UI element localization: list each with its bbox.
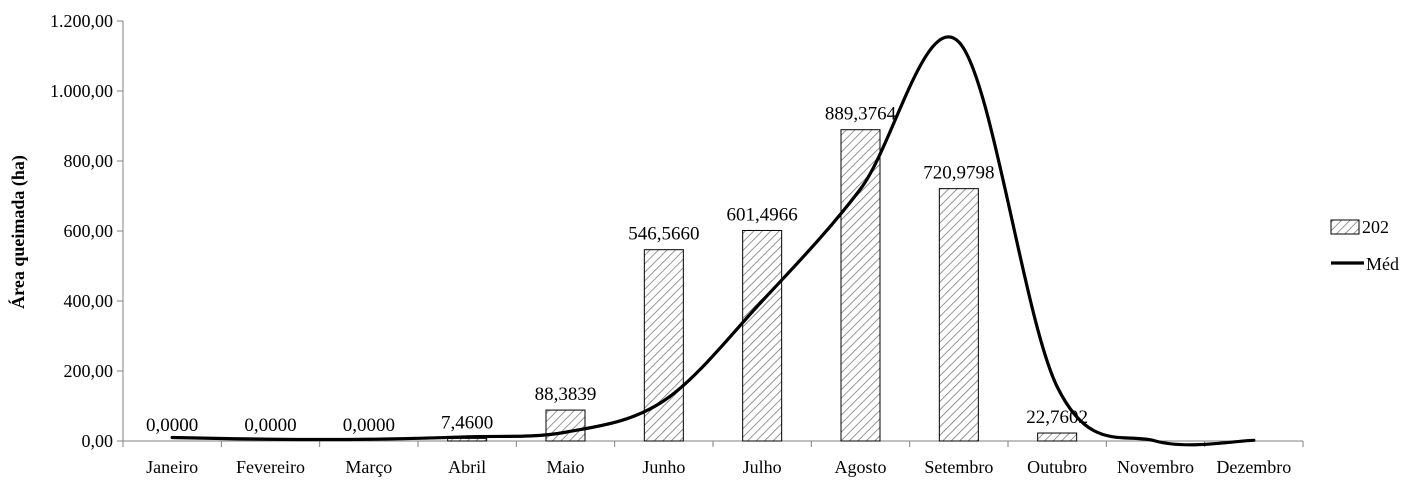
legend-line-label: Méd — [1366, 254, 1399, 274]
bar-data-label: 0,0000 — [244, 415, 296, 436]
bar-data-label: 889,3764 — [825, 104, 897, 125]
data-labels: 0,0000 0,0000 0,0000 7,4600 88,3839 546,5660 6… — [146, 104, 1088, 436]
bar-data-label: 0,0000 — [146, 415, 198, 436]
x-tick-label: Maio — [547, 457, 585, 477]
bar-data-label: 88,3839 — [535, 384, 597, 405]
y-tick-label: 1.000,00 — [50, 81, 113, 101]
y-tick-label: 600,00 — [64, 221, 114, 241]
x-tick-label: Agosto — [834, 457, 886, 477]
bar-data-label: 601,4966 — [727, 204, 798, 225]
y-tick-label: 800,00 — [64, 151, 114, 171]
x-tick-label: Janeiro — [146, 457, 198, 477]
y-tick-label: 0,00 — [82, 431, 114, 451]
y-axis-label: Área queimada (ha) — [7, 155, 29, 309]
bar — [1037, 432, 1078, 442]
line-series — [170, 35, 1256, 447]
legend-bar-label: 202 — [1362, 217, 1389, 237]
legend-bar-swatch — [1330, 219, 1360, 235]
x-tick-label: Novembro — [1117, 457, 1194, 477]
x-tick-label: Dezembro — [1216, 457, 1291, 477]
y-tick-label: 200,00 — [64, 361, 114, 381]
bar — [938, 188, 979, 442]
y-tick-label: 400,00 — [64, 291, 114, 311]
bar — [545, 409, 586, 442]
x-tick-label: Julho — [743, 457, 782, 477]
x-tick-label: Setembro — [924, 457, 993, 477]
x-tick-label: Fevereiro — [236, 457, 305, 477]
y-tick-label: 1.200,00 — [50, 11, 113, 31]
x-tick-label: Junho — [642, 457, 685, 477]
bar-data-label: 546,5660 — [628, 224, 699, 245]
legend: 202 Méd — [1330, 217, 1399, 274]
bar — [643, 249, 684, 442]
x-tick-label: Março — [345, 457, 392, 477]
bar-data-label: 7,4600 — [441, 412, 493, 433]
bar-data-label: 0,0000 — [343, 415, 395, 436]
x-tick-label: Outubro — [1027, 457, 1087, 477]
axes: 0,00 200,00 400,00 600,00 800,00 1.000,00 1.20… — [50, 11, 1304, 477]
bar-data-label: 720,9798 — [923, 163, 994, 184]
bar — [742, 229, 783, 442]
bar-data-label: 22,7602 — [1026, 407, 1088, 428]
bar — [840, 129, 881, 442]
x-tick-label: Abril — [448, 457, 486, 477]
mean-line — [170, 35, 1256, 447]
